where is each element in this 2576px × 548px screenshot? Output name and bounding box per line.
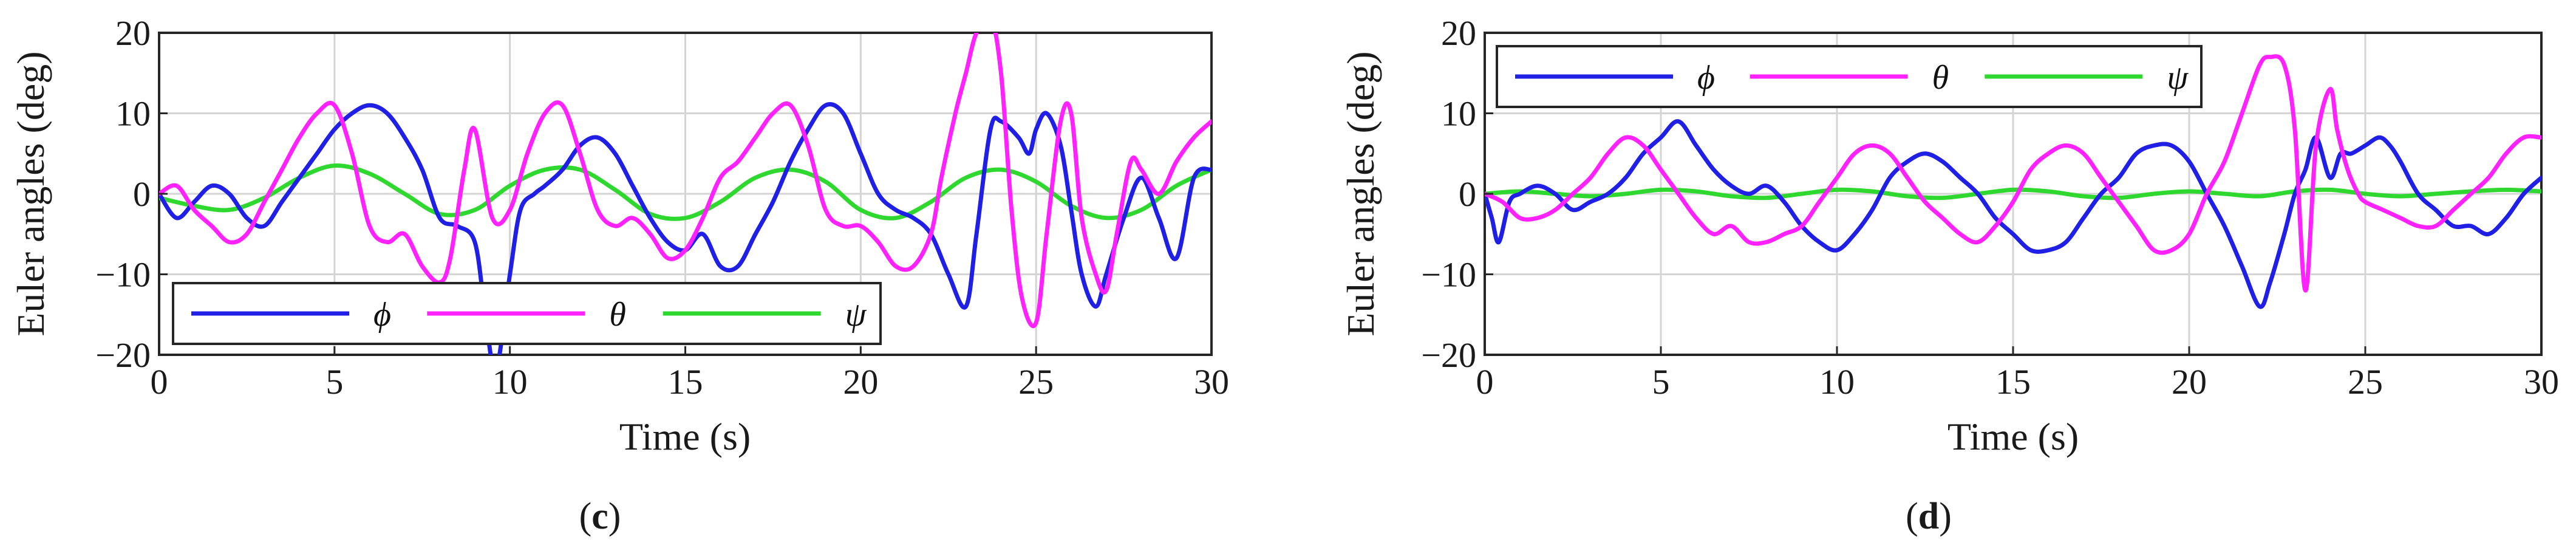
x-tick-label: 10 [492, 362, 528, 402]
chart-panel-c: 0 5 10 15 20 25 30 −20 −10 0 10 20 Time (s) Euler a… [9, 13, 1229, 537]
grid-c [159, 33, 1211, 355]
x-tick-label: 25 [2348, 362, 2383, 402]
y-tick-label: −20 [1421, 335, 1476, 375]
x-tick-label: 10 [1819, 362, 1855, 402]
x-tick-label: 30 [2524, 362, 2559, 402]
y-tick-label: 10 [1441, 94, 1476, 134]
series-group-d [1485, 54, 2541, 309]
legend-label: ψ [2167, 59, 2189, 97]
x-tick-label: 15 [668, 362, 703, 402]
x-tick-label: 15 [1995, 362, 2031, 402]
panel-label-c: (c) [579, 496, 621, 537]
y-tick-label: 20 [1441, 13, 1476, 53]
panel-label-d-letter: d [1918, 496, 1939, 537]
legend-label: ϕ [1697, 59, 1715, 97]
x-tick-label: 30 [1194, 362, 1229, 402]
y-tick-label: −20 [95, 335, 151, 375]
x-tick-label: 25 [1018, 362, 1054, 402]
x-tick-label: 0 [151, 362, 168, 402]
x-tick-label: 5 [1652, 362, 1670, 402]
legend-label: θ [609, 296, 626, 334]
x-axis-label-d: Time (s) [1947, 415, 2079, 458]
panel-label-c-letter: c [591, 496, 608, 537]
y-axis-label-d: Euler angles (deg) [1339, 51, 1382, 336]
chart-panel-d: 0 5 10 15 20 25 30 −20 −10 0 10 20 Time (s) Euler a… [1339, 13, 2559, 537]
series-line-psi [1485, 187, 2541, 200]
y-tick-label: 20 [115, 13, 151, 53]
series-line-phi [1485, 119, 2541, 309]
y-tick-label: 0 [133, 174, 151, 214]
tick-labels-c: 0 5 10 15 20 25 30 −20 −10 0 10 20 [95, 13, 1229, 402]
x-tick-label: 0 [1476, 362, 1494, 402]
series-line-theta [159, 33, 1211, 329]
series-group-c [159, 33, 1211, 355]
y-tick-label: −10 [95, 255, 151, 295]
legend-label: ϕ [373, 296, 391, 334]
x-tick-label: 20 [843, 362, 878, 402]
x-tick-label: 20 [2172, 362, 2207, 402]
y-tick-label: 10 [115, 94, 151, 134]
y-axis-label-c: Euler angles (deg) [9, 51, 52, 336]
panel-label-d: (d) [1906, 496, 1952, 537]
y-tick-label: 0 [1459, 174, 1476, 214]
series-line-psi [159, 163, 1211, 221]
x-axis-label-c: Time (s) [619, 415, 751, 458]
legend-label: θ [1932, 59, 1949, 97]
series-line-theta [1485, 54, 2541, 293]
legend-label: ψ [845, 296, 867, 334]
tick-labels-d: 0 5 10 15 20 25 30 −20 −10 0 10 20 [1421, 13, 2559, 402]
y-tick-label: −10 [1421, 255, 1476, 295]
x-tick-label: 5 [325, 362, 343, 402]
